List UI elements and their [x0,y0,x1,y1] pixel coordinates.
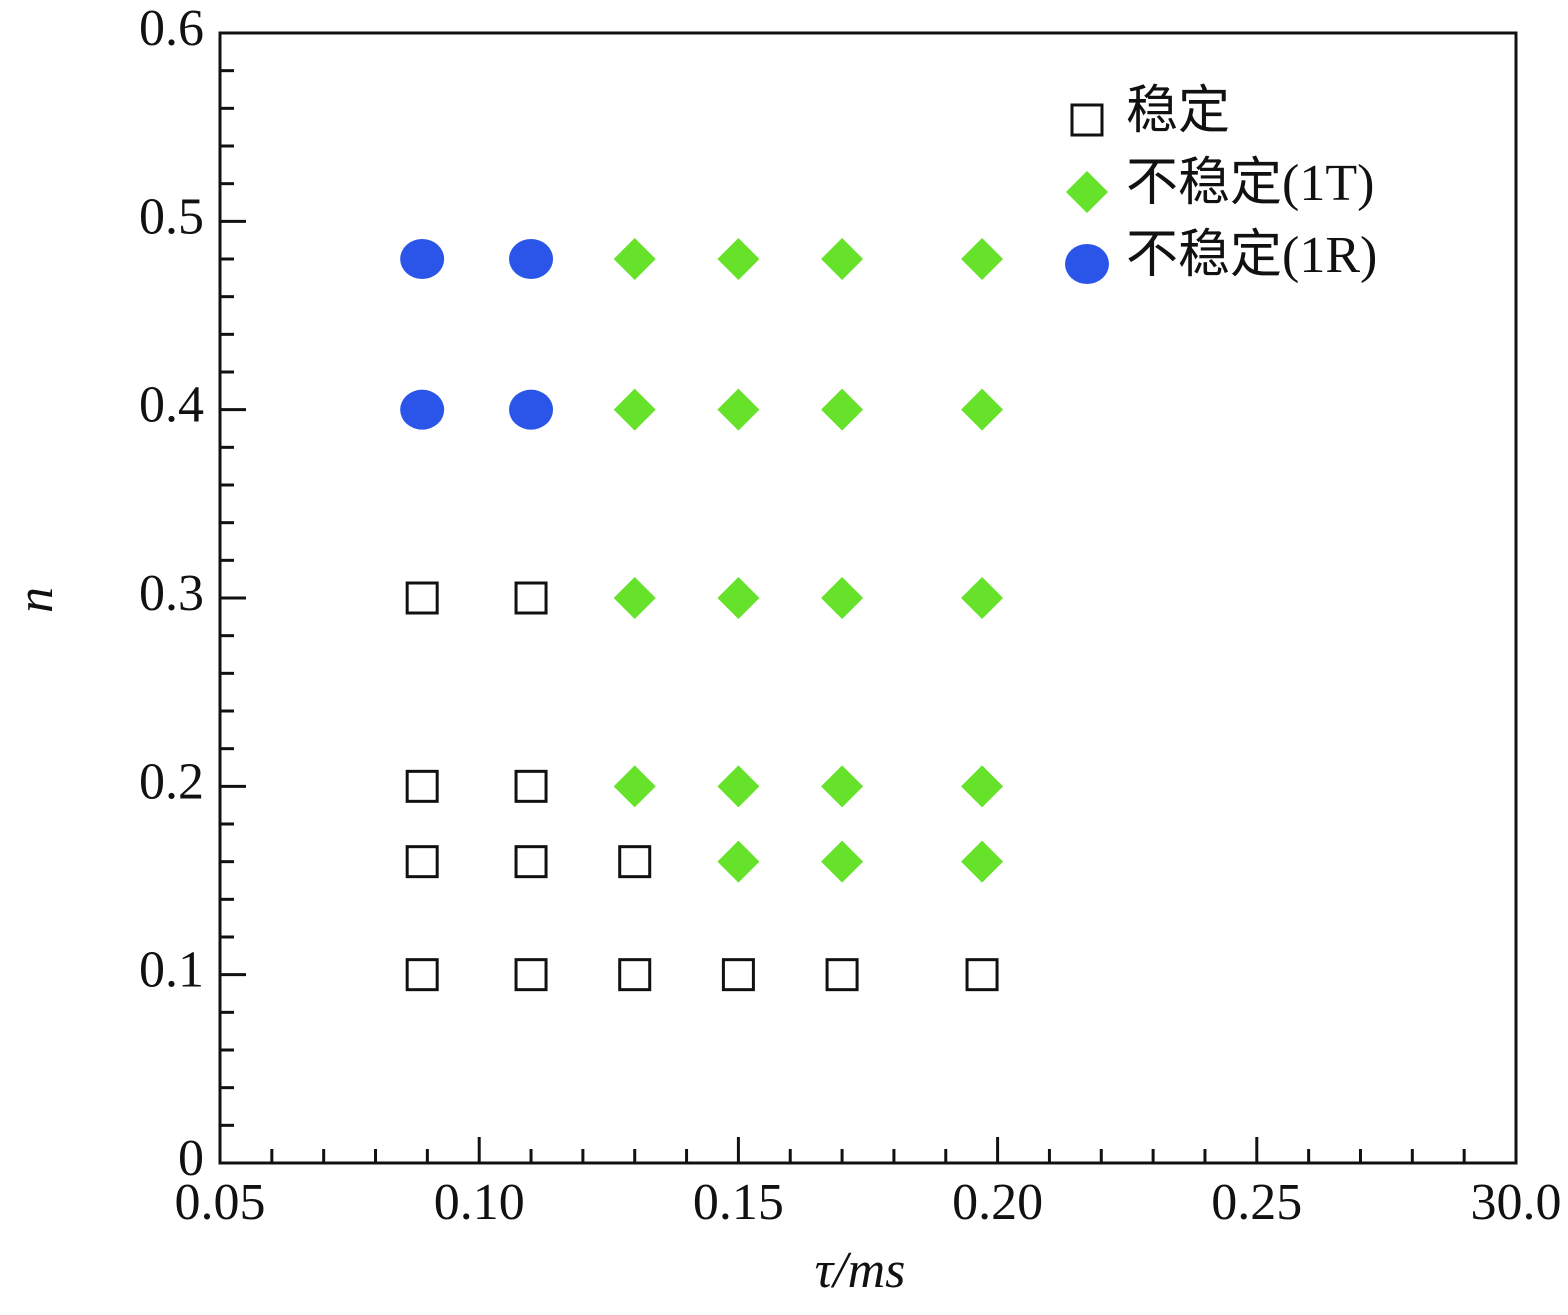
legend-marker [1066,171,1108,213]
square-marker [514,958,548,992]
square-marker [405,769,439,803]
legend-label: 不稳定(1R) [1126,227,1377,284]
square-marker [825,958,859,992]
diamond-marker [821,388,864,431]
legend-marker [1070,103,1104,137]
square-marker [965,958,999,992]
y-tick-label: 0.4 [139,377,204,434]
diamond-marker [717,577,760,619]
square-marker [618,958,652,992]
square-marker [405,581,439,615]
diamond-marker [717,765,760,808]
legend-label: 稳定 [1126,83,1230,140]
diamond-marker [821,577,864,619]
diamond-marker [961,840,1004,883]
x-tick-label: 0.25 [1211,1174,1302,1231]
x-tick-label: 30.0 [1471,1174,1562,1231]
diamond-marker [821,840,864,883]
circle-marker [400,239,445,279]
y-tick-label: 0.2 [139,753,204,810]
x-axis-label: τ/ms [815,1242,906,1299]
x-tick-label: 0.15 [693,1174,784,1231]
diamond-marker [613,765,656,808]
circle-marker [400,389,445,430]
diamond-marker [613,388,656,431]
square-marker [514,845,548,879]
square-marker [721,958,755,992]
diamond-marker [961,388,1004,431]
y-axis-label: n [7,587,64,613]
diamond-marker [961,577,1004,619]
x-tick-label: 0.05 [175,1174,266,1231]
diamond-marker [613,238,656,280]
legend-label: 不稳定(1T) [1126,155,1374,212]
legend-marker [1065,244,1109,284]
square-marker [618,845,652,879]
y-tick-label: 0 [178,1130,204,1187]
square-marker [405,845,439,879]
diamond-marker [717,840,760,883]
square-marker [514,769,548,803]
y-tick-label: 0.3 [139,565,204,622]
diamond-marker [717,388,760,431]
circle-marker [509,239,554,279]
diamond-marker [821,238,864,280]
diamond-marker [613,577,656,619]
square-marker [405,958,439,992]
y-tick-label: 0.6 [139,0,204,57]
diamond-marker [961,765,1004,808]
circle-marker [509,389,554,430]
diamond-marker [717,238,760,280]
y-tick-label: 0.5 [139,188,204,245]
diamond-marker [961,238,1004,280]
y-tick-label: 0.1 [139,942,204,999]
x-tick-label: 0.10 [434,1174,525,1231]
diamond-marker [821,765,864,808]
x-tick-label: 0.20 [952,1174,1043,1231]
square-marker [514,581,548,615]
